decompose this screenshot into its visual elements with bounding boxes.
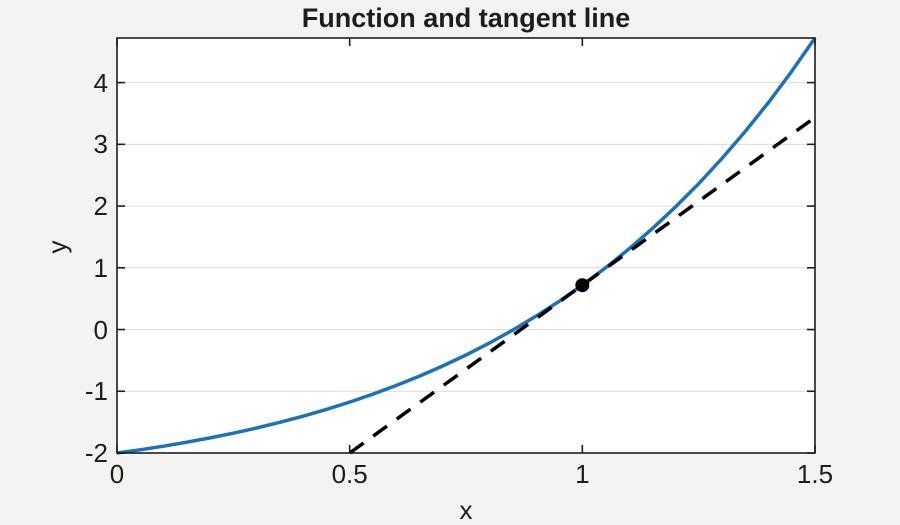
x-tick-label-1.5: 1.5 — [796, 459, 834, 489]
y-tick-label-2: 2 — [93, 191, 108, 222]
tangent-line — [348, 115, 817, 455]
x-tick-label-1: 1 — [575, 459, 590, 489]
function-curve — [116, 36, 817, 455]
x-axis-label: x — [459, 495, 473, 525]
y-tick-label-4: 4 — [93, 67, 108, 98]
y-tick-label-1: 1 — [93, 252, 108, 283]
plot-area — [117, 38, 815, 453]
tangent-point-marker — [575, 278, 590, 293]
y-tick-label-0: 0 — [93, 314, 108, 345]
y-tick-label--1: -1 — [84, 376, 108, 407]
axes-box — [116, 37, 816, 454]
y-tick-label-3: 3 — [93, 129, 108, 160]
x-tick-label-0: 0 — [109, 459, 125, 489]
y-tick-label--2: -2 — [84, 438, 108, 468]
chart-title: Function and tangent line — [301, 3, 631, 33]
x-tick-label-0.5: 0.5 — [331, 459, 368, 489]
